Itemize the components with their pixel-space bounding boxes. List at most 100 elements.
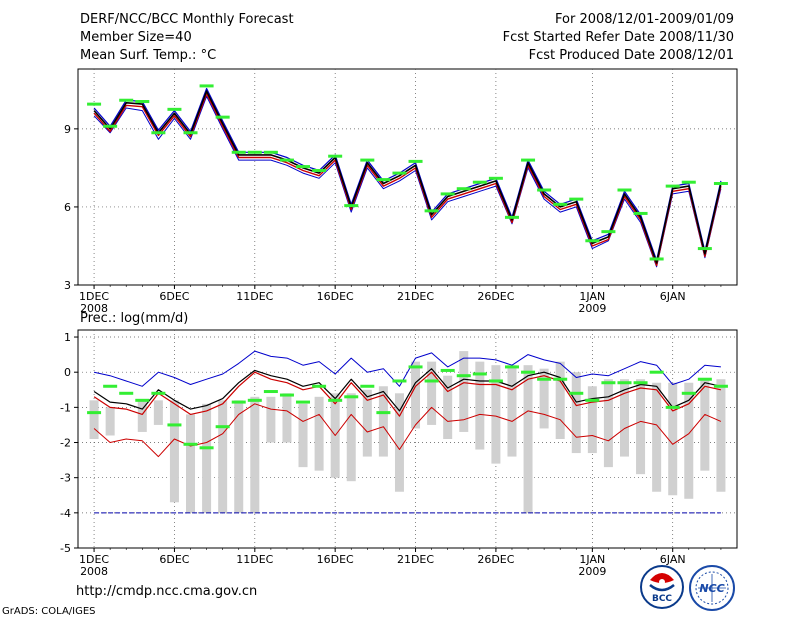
temp-observed-marker bbox=[537, 188, 552, 192]
temp-x-tick-label: 6JAN bbox=[660, 290, 686, 303]
prec-x-tick-label: 1DEC bbox=[79, 553, 109, 566]
prec-observed-marker bbox=[649, 370, 664, 374]
prec-observed-marker bbox=[456, 374, 471, 378]
temp-x-year-label: 2008 bbox=[80, 302, 108, 315]
prec-observed-marker bbox=[601, 381, 616, 385]
prec-spread-bar bbox=[314, 396, 324, 471]
prec-spread-bar bbox=[523, 365, 533, 513]
temp-x-tick-label: 6DEC bbox=[159, 290, 189, 303]
temp-observed-marker bbox=[472, 180, 487, 184]
prec-x-tick-label: 11DEC bbox=[236, 553, 273, 566]
prec-x-tick-label: 21DEC bbox=[397, 553, 434, 566]
bcc-logo-text: BCC bbox=[652, 594, 672, 604]
chart-title: DERF/NCC/BCC Monthly Forecast bbox=[80, 12, 294, 27]
prec-observed-marker bbox=[488, 379, 503, 383]
prec-x-year-label: 2008 bbox=[80, 565, 108, 578]
prec-observed-marker bbox=[585, 398, 600, 402]
temp-observed-marker bbox=[279, 158, 294, 162]
prec-observed-marker bbox=[151, 391, 166, 395]
temp-observed-marker bbox=[553, 202, 568, 206]
prec-spread-bar bbox=[652, 382, 662, 492]
temp-observed-marker bbox=[713, 182, 728, 186]
prec-observed-marker bbox=[135, 398, 150, 402]
prec-observed-marker bbox=[328, 398, 343, 402]
prec-observed-marker bbox=[617, 381, 632, 385]
prec-spread-bar bbox=[105, 407, 115, 436]
temp-observed-marker bbox=[697, 247, 712, 251]
temp-x-tick-label: 11DEC bbox=[236, 290, 273, 303]
prec-x-year-label: 2009 bbox=[578, 565, 606, 578]
prec-spread-bar bbox=[153, 400, 163, 425]
forecast-produced-date-label: Fcst Produced Date 2008/12/01 bbox=[529, 48, 734, 63]
temp-observed-marker bbox=[633, 211, 648, 215]
prec-observed-marker bbox=[713, 384, 728, 388]
temp-observed-marker bbox=[681, 180, 696, 184]
prec-observed-marker bbox=[279, 393, 294, 397]
temp-observed-marker bbox=[617, 188, 632, 192]
prec-y-tick-label: -4 bbox=[60, 507, 71, 520]
temp-x-tick-label: 21DEC bbox=[397, 290, 434, 303]
prec-observed-marker bbox=[87, 411, 102, 415]
prec-spread-bar bbox=[684, 382, 694, 499]
temp-y-tick-label: 9 bbox=[64, 123, 71, 136]
temp-observed-marker bbox=[601, 230, 616, 234]
prec-observed-marker bbox=[312, 384, 327, 388]
prec-observed-marker bbox=[215, 425, 230, 429]
temp-observed-marker bbox=[296, 165, 311, 169]
prec-y-tick-label: 0 bbox=[64, 366, 71, 379]
source-url: http://cmdp.ncc.cma.gov.cn bbox=[76, 584, 257, 599]
temp-observed-marker bbox=[263, 150, 278, 154]
prec-spread-bar bbox=[459, 351, 469, 432]
prec-spread-bar bbox=[218, 400, 228, 513]
prec-observed-marker bbox=[440, 368, 455, 372]
temp-observed-marker bbox=[521, 158, 536, 162]
prec-spread-bar bbox=[539, 368, 549, 429]
prec-observed-marker bbox=[408, 365, 423, 369]
prec-y-tick-label: 1 bbox=[64, 331, 71, 344]
temp-observed-marker bbox=[504, 215, 519, 219]
prec-observed-marker bbox=[360, 384, 375, 388]
member-size-label: Member Size=40 bbox=[80, 30, 192, 45]
forecast-start-date-label: Fcst Started Refer Date 2008/11/30 bbox=[503, 30, 734, 45]
prec-spread-bar bbox=[89, 400, 99, 439]
prec-x-tick-label: 1JAN bbox=[579, 553, 605, 566]
temp-observed-marker bbox=[360, 158, 375, 162]
prec-spread-bar bbox=[427, 361, 437, 425]
prec-observed-marker bbox=[167, 423, 182, 427]
prec-spread-bar bbox=[378, 386, 388, 457]
temp-mean-line bbox=[93, 90, 722, 264]
temp-observed-marker bbox=[231, 150, 246, 154]
temp-observed-marker bbox=[312, 168, 327, 172]
temp-observed-marker bbox=[440, 192, 455, 196]
temp-observed-marker bbox=[344, 204, 359, 208]
prec-spread-bar bbox=[636, 379, 646, 475]
prec-y-tick-label: -5 bbox=[60, 542, 71, 555]
temp-min-line bbox=[93, 95, 722, 268]
prec-spread-bar bbox=[475, 361, 485, 450]
temp-x-tick-label: 1JAN bbox=[579, 290, 605, 303]
prec-spread-bar bbox=[587, 386, 597, 454]
prec-spread-bar bbox=[282, 393, 292, 443]
prec-observed-marker bbox=[183, 442, 198, 446]
temp-observed-marker bbox=[376, 178, 391, 182]
prec-x-tick-label: 6JAN bbox=[660, 553, 686, 566]
prec-y-tick-label: -3 bbox=[60, 472, 71, 485]
prec-spread-bar bbox=[394, 393, 404, 492]
temp-observed-marker bbox=[151, 131, 166, 135]
prec-observed-marker bbox=[697, 377, 712, 381]
prec-observed-marker bbox=[504, 365, 519, 369]
prec-observed-marker bbox=[553, 377, 568, 381]
prec-observed-marker bbox=[681, 391, 696, 395]
grads-credit: GrADS: COLA/IGES bbox=[2, 606, 96, 617]
prec-observed-marker bbox=[263, 390, 278, 394]
prec-spread-bar bbox=[298, 403, 308, 468]
temp-observed-marker bbox=[665, 184, 680, 188]
temp-observed-marker bbox=[103, 124, 118, 128]
temp-y-tick-label: 3 bbox=[64, 279, 71, 292]
temp-y-tick-label: 6 bbox=[64, 201, 71, 214]
prec-lower-line bbox=[93, 403, 722, 458]
prec-spread-bar bbox=[202, 403, 212, 513]
temp-x-tick-label: 26DEC bbox=[477, 290, 514, 303]
prec-spread-bar bbox=[234, 400, 244, 513]
